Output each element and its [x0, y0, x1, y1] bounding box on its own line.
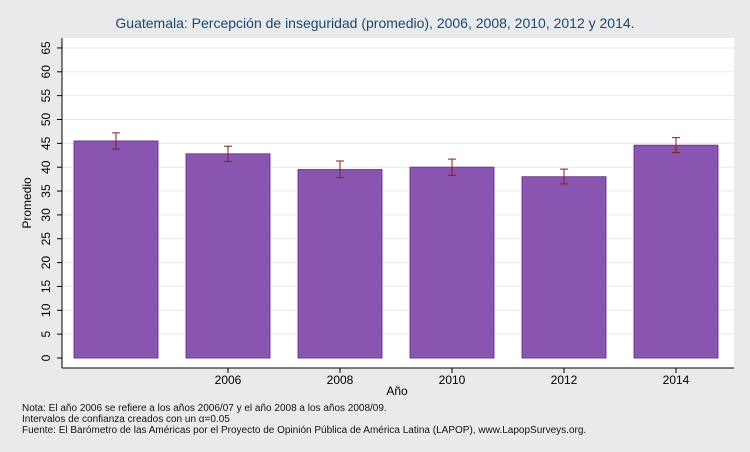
error-bar-2008: [336, 160, 344, 179]
x-tick-label: 2008: [327, 373, 354, 387]
y-axis-label: Promedio: [20, 177, 34, 229]
error-bar-first: [112, 132, 120, 150]
y-tick-label: 55: [39, 89, 53, 103]
x-tick-label: 2014: [663, 373, 690, 387]
y-tick-label: 10: [39, 303, 53, 317]
y-axis-ticks: 0 5 10 15 20 25 30 35 40 45 50 55 60 65: [39, 41, 62, 361]
note-line-2: Intervalos de confianza creados con un α…: [22, 414, 230, 425]
y-tick-label: 35: [39, 184, 53, 198]
note-line-1: Nota: El año 2006 se refiere a los años …: [22, 403, 387, 414]
chart-title: Guatemala: Percepción de inseguridad (pr…: [115, 15, 635, 31]
bar-2010: [409, 166, 495, 359]
y-tick-label: 60: [39, 65, 53, 79]
y-tick-label: 45: [39, 136, 53, 150]
y-tick-label: 40: [39, 160, 53, 174]
error-bar-2006: [224, 145, 232, 162]
error-bar-2010: [448, 158, 456, 176]
plot-area: [62, 38, 734, 368]
bar-2012: [521, 176, 607, 359]
y-tick-label: 20: [39, 256, 53, 270]
y-tick-label: 5: [39, 330, 53, 337]
error-bar-2014: [672, 137, 680, 153]
gridlines: [62, 47, 734, 335]
x-axis-label: Año: [386, 384, 408, 398]
x-tick-label: 2010: [439, 373, 466, 387]
y-tick-label: 50: [39, 113, 53, 127]
y-tick-label: 25: [39, 232, 53, 246]
y-tick-label: 65: [39, 41, 53, 55]
y-tick-label: 15: [39, 279, 53, 293]
x-tick-label: 2006: [215, 373, 242, 387]
x-tick-label: 2012: [551, 373, 578, 387]
bar-2014: [633, 144, 719, 359]
x-axis-ticks: 2006 2008 2010 2012 2014: [215, 368, 690, 387]
note-line-3: Fuente: El Barómetro de las Américas por…: [22, 425, 587, 436]
error-bar-2012: [560, 168, 568, 185]
error-bars: [112, 132, 680, 185]
y-tick-label: 0: [39, 354, 53, 361]
bar-2006: [185, 153, 271, 359]
y-tick-label: 30: [39, 208, 53, 222]
bar-first: [73, 140, 159, 359]
bar-2008: [297, 169, 383, 359]
